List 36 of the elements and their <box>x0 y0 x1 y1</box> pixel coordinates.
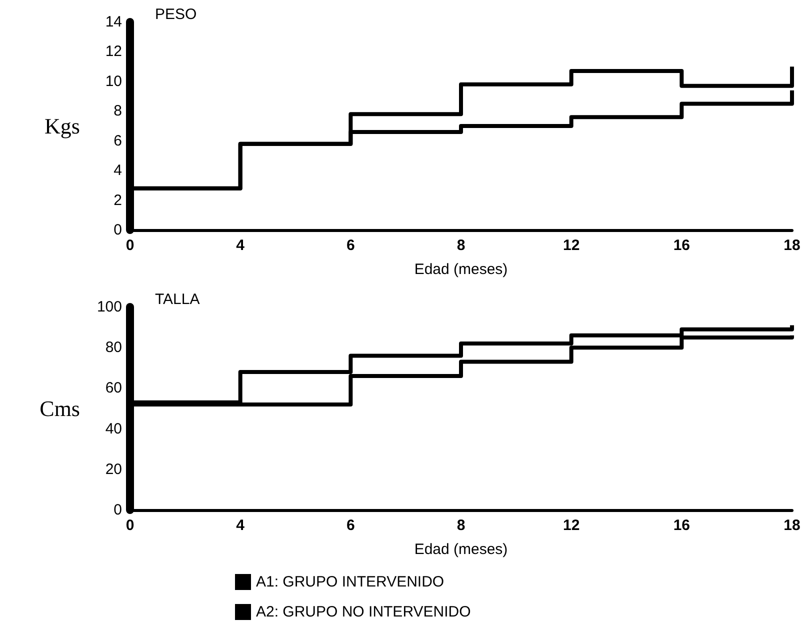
y-tick-label: 20 <box>105 460 122 478</box>
x-tick-label: 4 <box>236 517 246 534</box>
x-tick-label: 6 <box>346 517 355 534</box>
y-tick-label: 12 <box>105 43 122 60</box>
chart-title: PESO <box>155 6 197 23</box>
y-tick-label: 10 <box>105 72 122 90</box>
y-tick-label: 8 <box>114 102 122 120</box>
x-tick-label: 16 <box>673 237 690 254</box>
y-tick-label: 0 <box>114 222 122 238</box>
y-tick-label: 6 <box>114 132 122 150</box>
y-axis-title: Cms <box>40 396 80 421</box>
y-tick-label: 4 <box>114 162 122 180</box>
x-tick-label: 16 <box>673 517 690 534</box>
y-tick-label: 40 <box>105 420 122 438</box>
y-axis-title: Kgs <box>44 114 80 138</box>
x-tick-label: 4 <box>236 237 246 254</box>
y-tick-label: 2 <box>114 192 122 209</box>
x-tick-label: 8 <box>456 517 466 534</box>
legend-label: A2: GRUPO NO INTERVENIDO <box>256 604 471 620</box>
x-tick-label: 0 <box>126 237 134 254</box>
x-axis-title: Edad (meses) <box>414 541 508 558</box>
legend-label: A1: GRUPO INTERVENIDO <box>256 574 444 590</box>
y-tick-label: 60 <box>105 380 122 397</box>
x-tick-label: 18 <box>784 517 800 534</box>
x-tick-label: 6 <box>346 237 355 254</box>
chart-title: TALLA <box>155 291 200 308</box>
x-tick-label: 12 <box>562 237 580 254</box>
y-tick-label: 14 <box>105 14 122 30</box>
x-tick-label: 12 <box>562 517 580 534</box>
y-tick-label: 0 <box>114 502 122 518</box>
x-axis-title: Edad (meses) <box>414 261 508 278</box>
x-tick-label: 18 <box>784 237 800 254</box>
x-tick-label: 8 <box>456 237 466 254</box>
x-tick-label: 0 <box>126 517 134 534</box>
y-tick-label: 80 <box>105 339 122 356</box>
y-tick-label: 100 <box>96 298 122 316</box>
